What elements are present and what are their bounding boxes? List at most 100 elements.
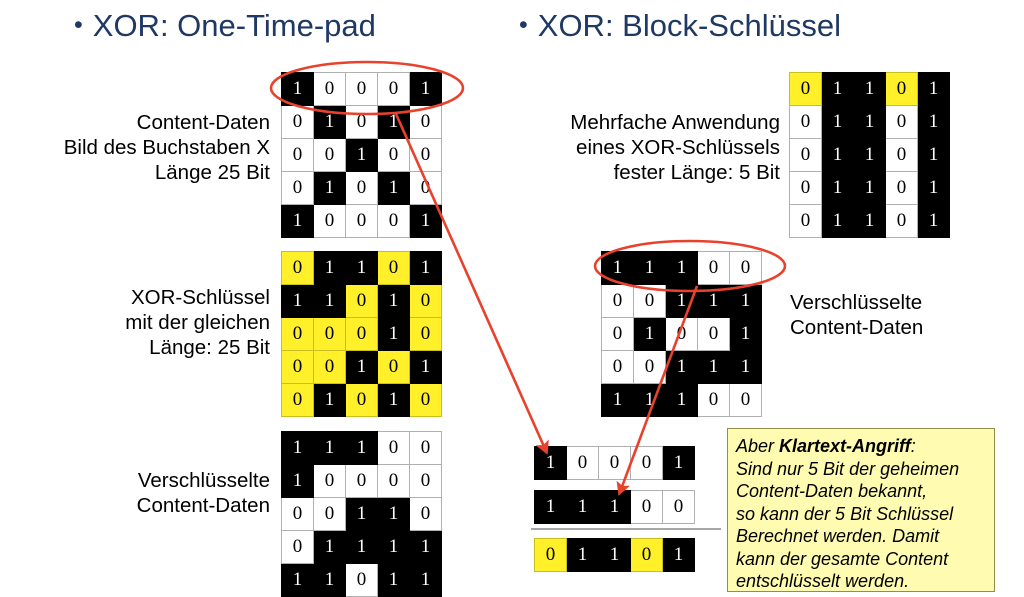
bit-cell: 1 [281,204,314,238]
bit-cell: 0 [345,171,378,205]
bit-cell: 0 [377,72,410,106]
bit-cell: 0 [409,171,442,205]
bit-cell: 1 [665,251,698,285]
bit-cell: 1 [409,251,442,285]
bit-cell: 0 [313,204,346,238]
bit-cell: 0 [409,464,442,498]
caption-line: Länge 25 Bit [154,161,270,184]
bit-cell: 0 [697,383,730,417]
bit-cell: 1 [281,284,314,318]
bit-cell: 1 [313,284,346,318]
bit-cell: 1 [821,138,854,172]
bit-cell: 1 [729,350,762,384]
bit-cell: 0 [885,105,918,139]
bit-cell: 0 [598,446,631,480]
bit-cell: 1 [633,317,666,351]
caption-line: mit der gleichen [125,311,270,334]
bit-cell: 1 [409,563,442,597]
caption-line: Content-Daten [136,494,270,517]
bit-cell: 0 [409,431,442,465]
bit-cell: 0 [409,105,442,139]
bit-cell: 0 [789,72,822,106]
bit-cell: 0 [377,138,410,172]
bit-cell: 0 [345,204,378,238]
klartext-angriff-note: Aber Klartext-Angriff: Sind nur 5 Bit de… [727,428,995,592]
bit-cell: 1 [281,563,314,597]
bit-cell: 0 [566,446,599,480]
bit-cell: 0 [409,497,442,531]
bit-cell: 1 [821,171,854,205]
bit-cell: 1 [662,538,695,572]
bit-cell: 1 [821,72,854,106]
bit-cell: 0 [281,105,314,139]
heading-right-text: XOR: Block-Schlüssel [537,8,841,43]
bit-cell: 1 [534,446,567,480]
bit-cell: 0 [345,105,378,139]
bit-cell: 0 [409,138,442,172]
caption-encrypted-left: Verschlüsselte Content-Daten [0,468,270,518]
bit-cell: 1 [377,105,410,139]
bit-cell: 0 [281,530,314,564]
bit-cell: 0 [789,105,822,139]
bit-cell: 1 [345,251,378,285]
note-line: kann der gesamte Content [736,548,949,569]
bit-cell: 0 [633,284,666,318]
bit-cell: 0 [313,72,346,106]
bit-cell: 0 [534,538,567,572]
bit-cell: 1 [313,431,346,465]
bit-cell: 1 [821,105,854,139]
bit-cell: 1 [377,383,410,417]
bit-cell: 1 [534,490,567,524]
bit-cell: 0 [377,204,410,238]
bit-cell: 1 [281,72,314,106]
bit-cell: 0 [630,446,663,480]
heading-left: • XOR: One-Time-pad [74,10,376,41]
bit-cell: 1 [853,72,886,106]
bit-cell: 1 [345,431,378,465]
note-line: Sind nur 5 Bit der geheimen [736,458,960,479]
bit-cell: 1 [377,563,410,597]
bit-cell: 0 [601,317,634,351]
bit-cell: 1 [377,497,410,531]
bit-cell: 1 [917,105,950,139]
bit-cell: 0 [409,284,442,318]
calc-divider [531,528,721,530]
bit-cell: 0 [630,490,663,524]
bit-cell: 1 [853,171,886,205]
bullet-icon: • [519,11,528,39]
bit-cell: 0 [345,383,378,417]
bit-cell: 1 [665,383,698,417]
bit-cell: 1 [853,105,886,139]
bit-cell: 1 [409,530,442,564]
bit-cell: 0 [377,431,410,465]
bit-cell: 0 [409,383,442,417]
note-line: Berechnet werden. Damit [736,526,940,546]
bit-cell: 0 [601,350,634,384]
bit-cell: 1 [917,171,950,205]
bit-cell: 0 [885,138,918,172]
